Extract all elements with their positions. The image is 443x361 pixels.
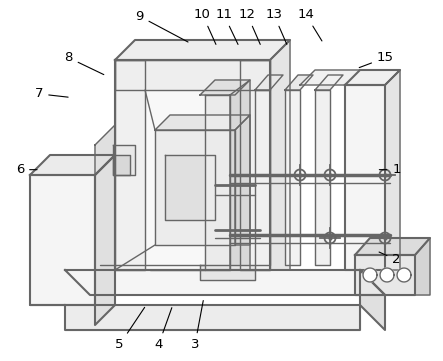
Polygon shape	[285, 75, 313, 90]
Text: 9: 9	[136, 10, 188, 42]
Polygon shape	[115, 60, 145, 270]
Polygon shape	[230, 80, 250, 270]
Polygon shape	[155, 130, 235, 245]
Polygon shape	[380, 268, 394, 282]
Polygon shape	[235, 115, 250, 245]
Text: 15: 15	[359, 51, 394, 68]
Text: 2: 2	[379, 252, 401, 266]
Polygon shape	[397, 268, 411, 282]
Polygon shape	[30, 155, 115, 175]
Polygon shape	[30, 175, 95, 305]
Polygon shape	[205, 95, 230, 270]
Polygon shape	[355, 238, 430, 255]
Polygon shape	[315, 75, 343, 90]
Text: 4: 4	[155, 308, 172, 351]
Polygon shape	[240, 60, 270, 270]
Polygon shape	[415, 238, 430, 295]
Polygon shape	[115, 40, 290, 60]
Polygon shape	[345, 70, 400, 85]
Polygon shape	[113, 145, 135, 175]
Polygon shape	[155, 115, 250, 130]
Text: 8: 8	[65, 51, 104, 75]
Polygon shape	[270, 40, 290, 270]
Polygon shape	[65, 305, 360, 330]
Text: 1: 1	[379, 163, 401, 176]
Polygon shape	[300, 70, 400, 85]
Polygon shape	[255, 75, 283, 90]
Polygon shape	[345, 85, 385, 270]
Polygon shape	[200, 80, 250, 95]
Polygon shape	[65, 270, 385, 295]
Polygon shape	[95, 155, 115, 325]
Polygon shape	[115, 60, 270, 90]
Text: 13: 13	[265, 8, 287, 44]
Polygon shape	[360, 270, 385, 330]
Text: 5: 5	[115, 307, 145, 351]
Polygon shape	[113, 155, 130, 175]
Polygon shape	[95, 125, 115, 175]
Polygon shape	[200, 265, 255, 280]
Polygon shape	[165, 155, 215, 220]
Polygon shape	[255, 90, 270, 265]
Text: 11: 11	[215, 8, 238, 44]
Polygon shape	[363, 268, 377, 282]
Text: 14: 14	[297, 8, 322, 41]
Polygon shape	[385, 70, 400, 270]
Polygon shape	[115, 60, 270, 270]
Text: 12: 12	[239, 8, 260, 44]
Polygon shape	[285, 90, 300, 265]
Text: 6: 6	[16, 163, 37, 176]
Text: 3: 3	[190, 301, 203, 351]
Text: 7: 7	[35, 87, 68, 100]
Polygon shape	[315, 90, 330, 265]
Polygon shape	[355, 255, 415, 295]
Text: 10: 10	[194, 8, 216, 44]
